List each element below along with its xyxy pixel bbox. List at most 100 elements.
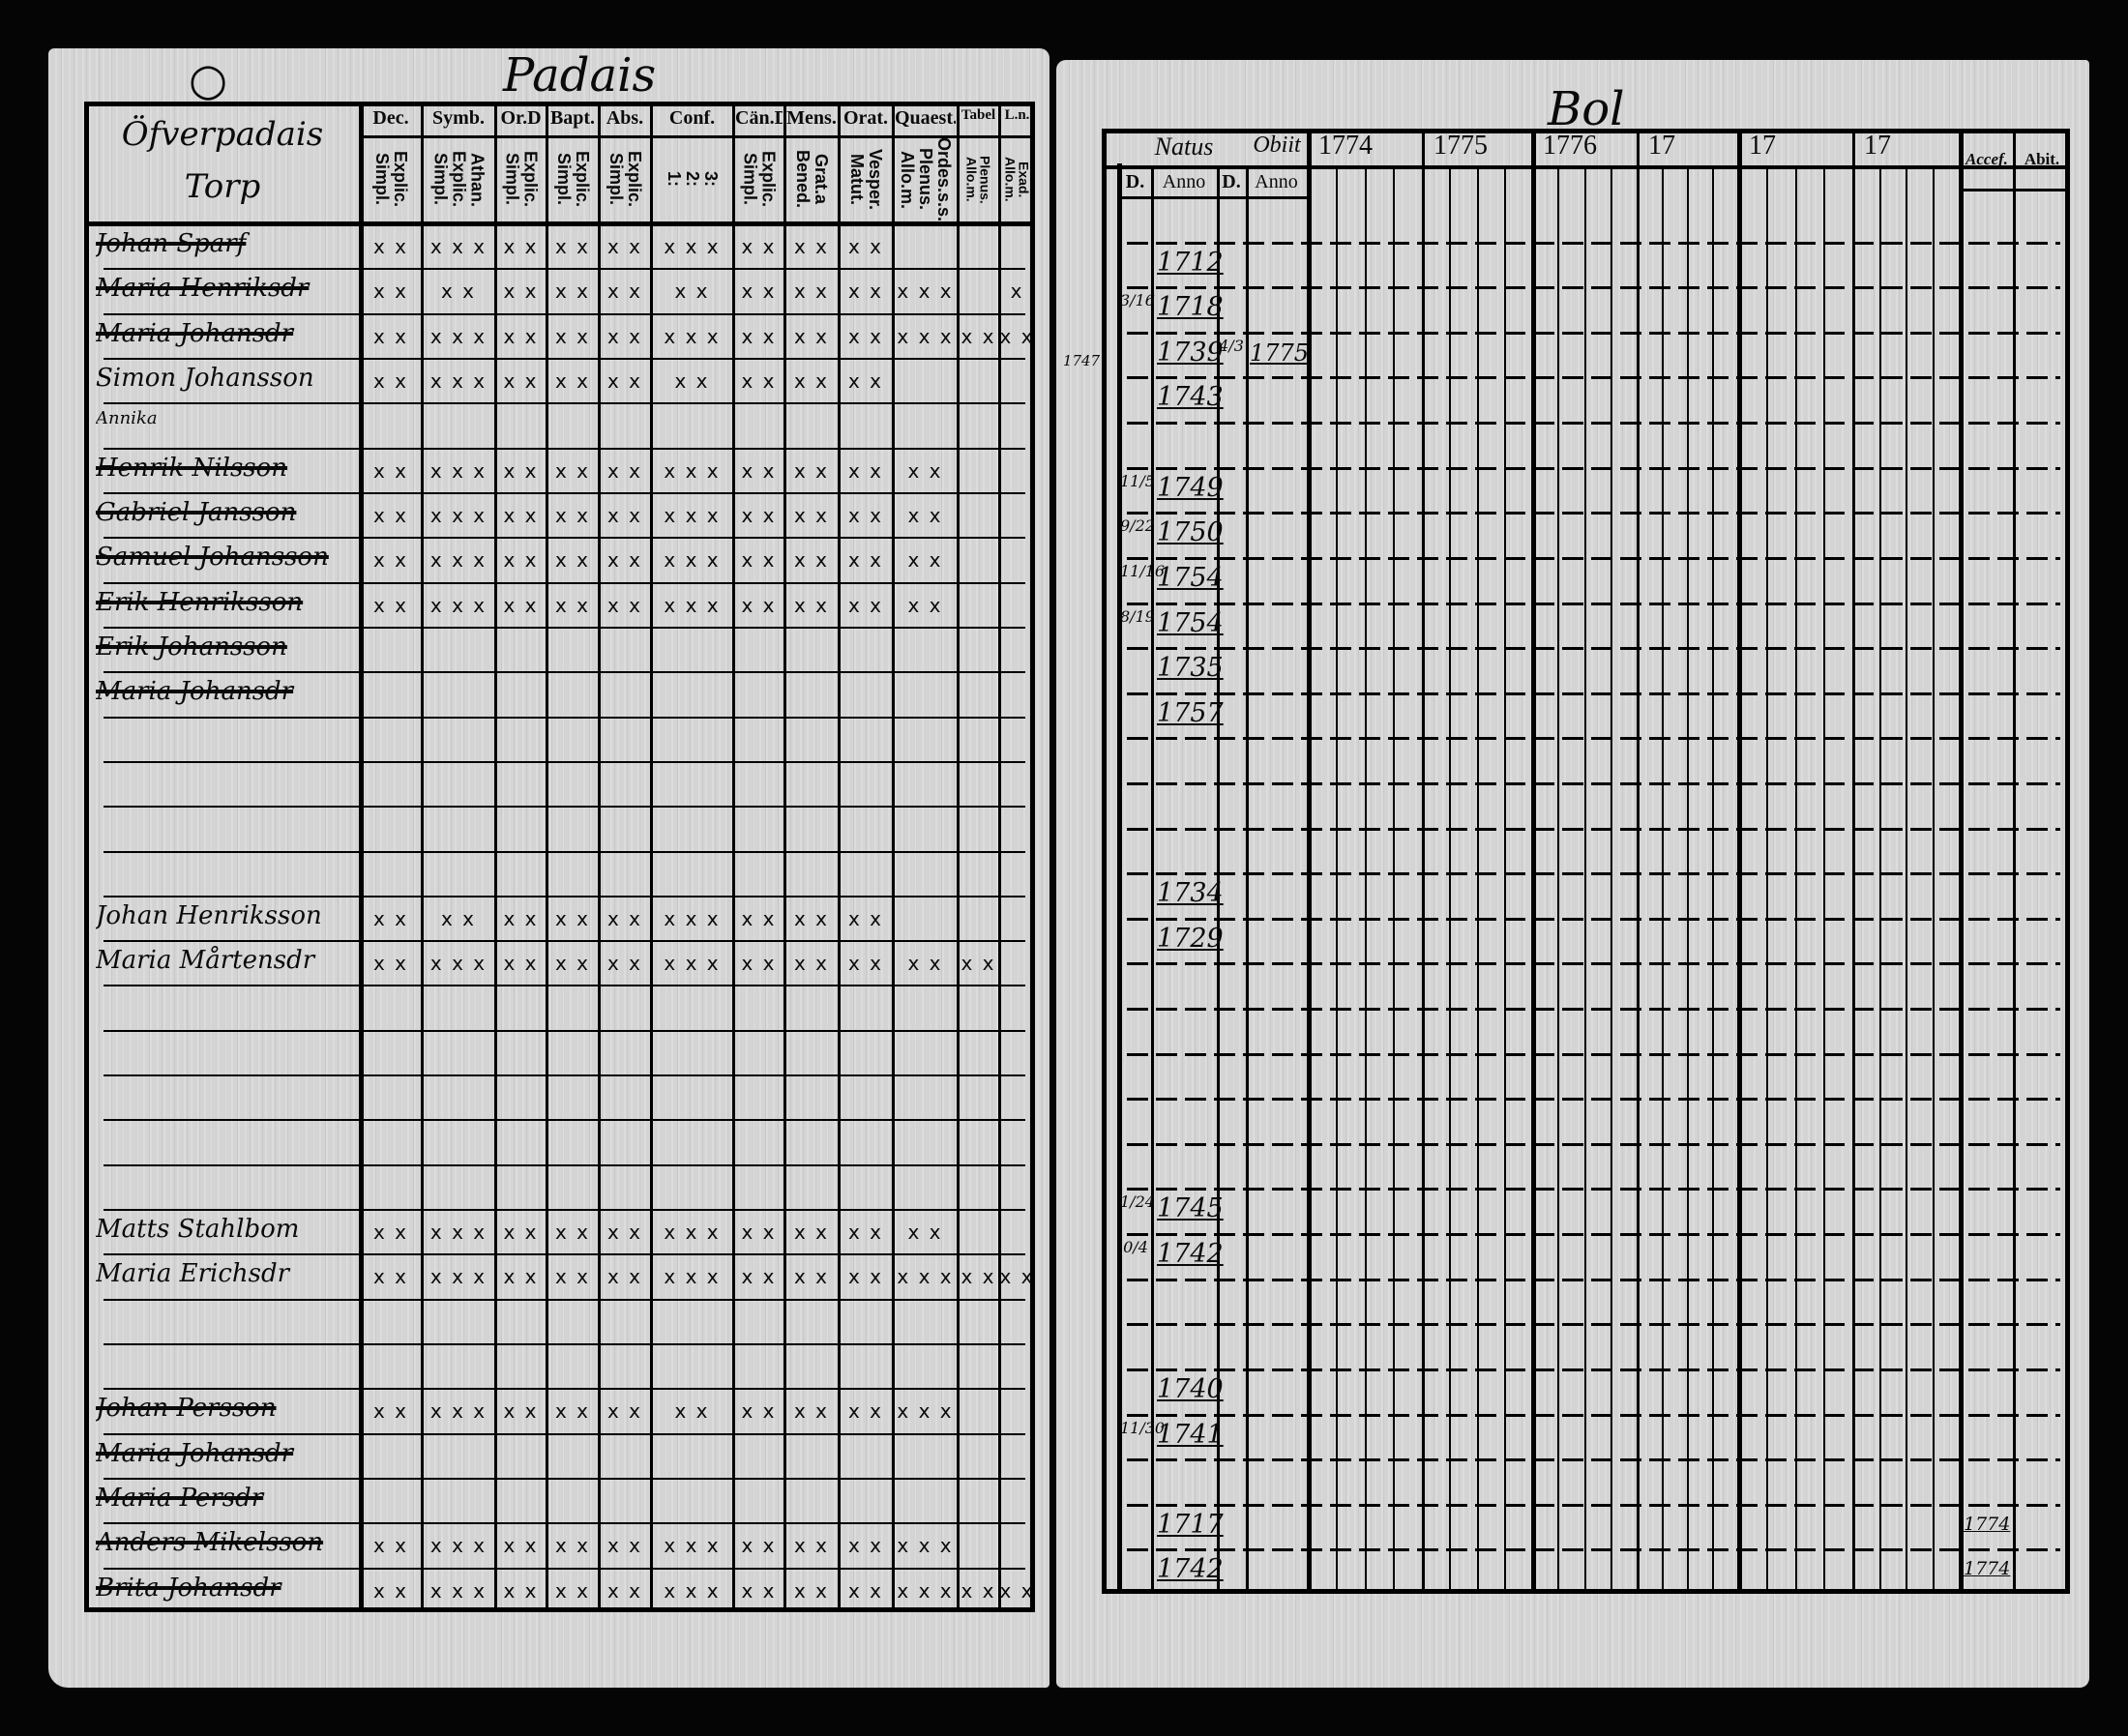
- row-line: [1127, 962, 2060, 965]
- column-divider: [732, 102, 735, 1612]
- attendance-mark: x x: [503, 1534, 539, 1558]
- header-divider: [1102, 165, 2070, 169]
- row-line: [1127, 557, 2060, 560]
- attendance-mark: x x: [961, 324, 996, 348]
- abiit-header: Abit.: [2024, 150, 2060, 168]
- row-line: [1127, 1098, 2060, 1101]
- birth-year: 1742: [1157, 1239, 1224, 1270]
- attendance-mark: x x: [372, 548, 409, 573]
- attendance-mark: x x: [554, 324, 591, 348]
- row-line: [103, 358, 1025, 360]
- attendance-mark: x x: [847, 548, 884, 573]
- attendance-mark: x x x: [664, 324, 721, 348]
- year-column-header: 17: [1648, 131, 1675, 161]
- attendance-mark: x x: [847, 1399, 884, 1424]
- attendance-mark: x x: [741, 324, 777, 348]
- birth-year: 1734: [1157, 878, 1224, 909]
- person-name: Brita Johansdr: [96, 1573, 281, 1603]
- birth-day: 9/22: [1120, 516, 1155, 536]
- column-header: Or.D: [500, 107, 542, 129]
- year-subcolumn-divider: [1504, 167, 1506, 1594]
- attendance-mark: x x: [503, 1221, 539, 1245]
- row-line: [1127, 332, 2060, 335]
- obiit-header: Obiit: [1253, 132, 1301, 158]
- person-name: Anders Mikelsson: [96, 1528, 324, 1558]
- row-line: [1127, 1414, 2060, 1417]
- attendance-mark: x x: [793, 593, 830, 617]
- attendance-mark: x x: [793, 458, 830, 483]
- attendance-mark: x x x: [429, 952, 488, 976]
- person-name: Henrik Nilsson: [96, 453, 288, 483]
- attendance-mark: x x: [554, 280, 591, 304]
- attendance-mark: x x: [554, 503, 591, 527]
- attendance-mark: x x: [793, 1534, 830, 1558]
- attendance-mark: x x x: [429, 458, 488, 483]
- attendance-mark: x x: [847, 1265, 884, 1289]
- column-subheader: Ordes.s.s. Plenus. Allo.m.: [898, 136, 954, 222]
- attendance-mark: x x x: [897, 1399, 954, 1424]
- column-header: Bapt.: [549, 107, 596, 129]
- day-subheader: D.: [1222, 171, 1241, 192]
- attendance-mark: x x: [606, 324, 643, 348]
- column-divider: [1637, 129, 1640, 1594]
- column-subheader: Plenus. Allo.m.: [963, 155, 993, 204]
- attendance-mark: x x x: [897, 1534, 954, 1558]
- column-header: Orat.: [842, 107, 889, 129]
- attendance-mark: x x: [606, 235, 643, 258]
- column-subheader: Explic. Simpl.: [606, 151, 644, 208]
- year-subcolumn-divider: [1557, 167, 1559, 1594]
- row-line: [103, 940, 1025, 942]
- column-subheader: Explic. Simpl.: [372, 151, 410, 208]
- column-subheader: Exad. Allo.m.: [1002, 157, 1032, 202]
- column-subheader: Grat.a Bened.: [793, 150, 831, 209]
- attendance-mark: x x: [674, 368, 710, 393]
- column-divider: [1117, 163, 1122, 1594]
- left-table-border: [84, 102, 1035, 1612]
- column-divider: [957, 102, 960, 1612]
- attendance-mark: x x: [606, 952, 643, 976]
- row-line: [103, 1119, 1025, 1121]
- row-line: [103, 1388, 1025, 1390]
- row-line: [103, 448, 1025, 450]
- attendance-mark: x x x: [429, 235, 488, 258]
- accessit-year: 1774: [1964, 1558, 2011, 1580]
- birth-year: 1712: [1157, 247, 1224, 278]
- column-header: Symb.: [432, 107, 485, 129]
- row-line: [103, 1522, 1025, 1524]
- attendance-mark: x x: [606, 458, 643, 483]
- birth-year: 1754: [1157, 607, 1224, 638]
- birth-year: 1749: [1157, 472, 1224, 503]
- year-column-header: 1775: [1433, 131, 1488, 161]
- birth-day: 11/16: [1120, 561, 1166, 580]
- attendance-mark: x x x: [664, 458, 721, 483]
- attendance-mark: x x: [503, 368, 539, 393]
- attendance-mark: x x: [847, 1221, 884, 1245]
- attendance-mark: x x: [741, 368, 777, 393]
- attendance-mark: x x: [741, 548, 777, 573]
- birth-year: 1740: [1157, 1373, 1224, 1404]
- subheader-divider: [1959, 189, 2070, 191]
- attendance-mark: x x: [554, 458, 591, 483]
- attendance-mark: x x: [793, 548, 830, 573]
- row-line: [1127, 512, 2060, 515]
- column-divider: [1959, 129, 1964, 1594]
- person-name: Maria Mårtensdr: [96, 946, 315, 976]
- attendance-mark: x x: [440, 906, 477, 930]
- attendance-mark: x x: [503, 548, 539, 573]
- margin-note: 1747: [1062, 352, 1101, 370]
- column-header: Dec.: [372, 107, 409, 129]
- attendance-mark: x x: [372, 1534, 409, 1558]
- accessit-header: Accef.: [1965, 150, 2008, 168]
- attendance-mark: x x: [372, 1578, 409, 1603]
- birth-year: 1739: [1157, 337, 1224, 368]
- row-line: [103, 985, 1025, 986]
- year-column-header: 17: [1749, 131, 1776, 161]
- row-line: [1127, 872, 2060, 875]
- person-name: Erik Henriksson: [96, 587, 304, 617]
- row-line: [1127, 286, 2060, 289]
- year-subcolumn-divider: [1477, 167, 1479, 1594]
- attendance-mark: x x: [440, 280, 477, 304]
- row-line: [1127, 1233, 2060, 1236]
- attendance-mark: x x: [999, 1578, 1035, 1603]
- attendance-mark: x x: [372, 458, 409, 483]
